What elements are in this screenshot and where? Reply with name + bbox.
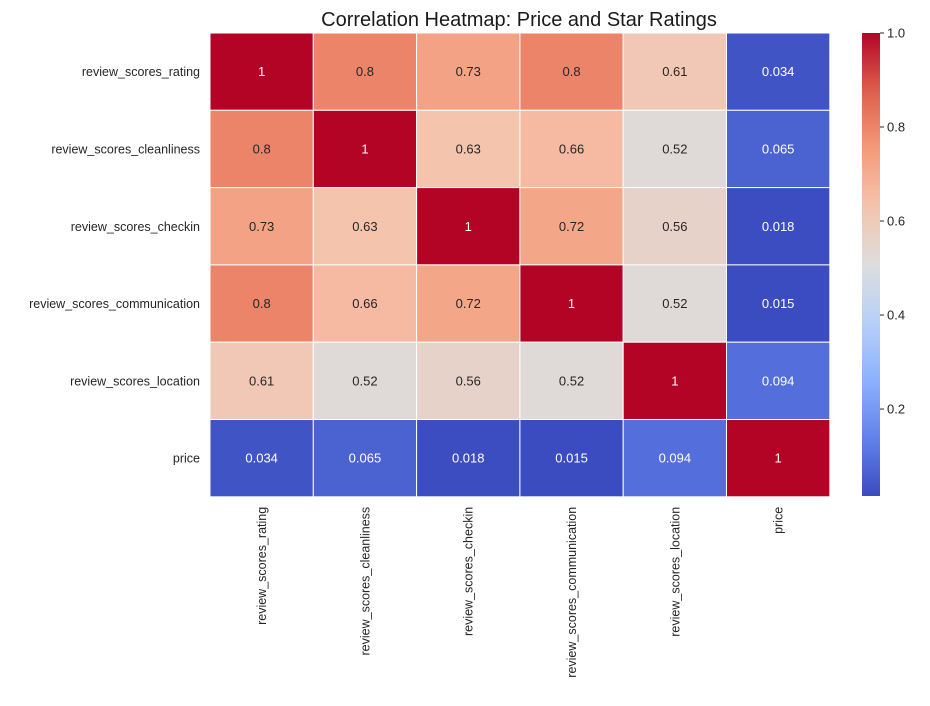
cell-value-label-3-5: 0.015: [762, 296, 795, 311]
heatmap-cell-2-4: [622, 187, 728, 266]
heatmap-cell-0-0: [209, 32, 314, 111]
heatmap-cell-2-3: [519, 187, 624, 266]
heatmap-cell-1-3: [519, 109, 624, 189]
cell-value-label-2-3: 0.72: [559, 219, 584, 234]
heatmap-cell-3-2: [416, 264, 521, 343]
heatmap-cell-1-5: [726, 109, 831, 189]
heatmap-cell-3-0: [209, 264, 314, 343]
heatmap-cell-4-5: [726, 341, 831, 421]
cell-value-label-0-2: 0.73: [456, 64, 481, 79]
row-tick-label-5: price: [173, 452, 200, 466]
heatmap-cell-3-3: [519, 264, 624, 343]
cell-value-label-3-4: 0.52: [662, 296, 687, 311]
cell-value-label-5-3: 0.015: [555, 451, 588, 466]
cell-value-label-5-5: 1: [775, 451, 782, 466]
cell-value-label-2-5: 0.018: [762, 219, 795, 234]
cell-value-label-5-1: 0.065: [349, 451, 382, 466]
cell-value-label-5-4: 0.094: [659, 451, 692, 466]
cell-value-label-0-4: 0.61: [662, 64, 687, 79]
cell-value-label-3-2: 0.72: [456, 296, 481, 311]
cell-value-label-0-5: 0.034: [762, 64, 795, 79]
heatmap-cell-0-2: [416, 32, 521, 111]
cell-value-label-5-0: 0.034: [245, 451, 278, 466]
colorbar-tick-label-2: 0.6: [887, 214, 905, 229]
row-tick-label-2: review_scores_checkin: [71, 220, 200, 234]
heatmap-cell-5-4: [622, 419, 728, 498]
heatmap-cell-0-3: [519, 32, 624, 111]
heatmap-cell-5-5: [726, 419, 831, 498]
cell-value-label-1-0: 0.8: [253, 141, 271, 156]
column-tick-label-4: review_scores_location: [668, 507, 682, 637]
cell-value-label-4-4: 1: [671, 373, 678, 388]
cell-value-label-2-1: 0.63: [352, 219, 377, 234]
heatmap-cell-4-0: [209, 341, 314, 421]
cell-value-label-3-1: 0.66: [352, 296, 377, 311]
column-tick-label-0: review_scores_rating: [255, 507, 269, 625]
colorbar-tick-label-4: 1.0: [887, 26, 905, 41]
row-tick-labels: review_scores_rating review_scores_cleanl…: [29, 65, 200, 466]
cell-value-label-1-1: 1: [361, 141, 368, 156]
heatmap-cell-5-0: [209, 419, 314, 498]
colorbar-tick-label-1: 0.4: [887, 308, 905, 323]
heatmap-cells: 1 0.8 0.73 0.8 0.61 0.034 0.8 1 0.63 0.66 0.52 0.06…: [209, 32, 831, 498]
heatmap-cell-0-4: [622, 32, 728, 111]
heatmap-cell-4-4: [622, 341, 728, 421]
heatmap-cell-3-5: [726, 264, 831, 343]
heatmap-cell-0-5: [726, 32, 831, 111]
cell-value-label-2-4: 0.56: [662, 219, 687, 234]
heatmap-cell-2-0: [209, 187, 314, 266]
cell-value-label-4-2: 0.56: [456, 373, 481, 388]
chart-title: Correlation Heatmap: Price and Star Rati…: [321, 9, 717, 31]
colorbar: 0.2 0.4 0.6 0.8 1.0: [862, 26, 905, 496]
heatmap-cell-5-3: [519, 419, 624, 498]
column-tick-labels: review_scores_rating review_scores_cleanl…: [255, 507, 786, 678]
cell-value-label-4-0: 0.61: [249, 373, 274, 388]
heatmap-cell-2-1: [312, 187, 418, 266]
cell-value-label-0-3: 0.8: [563, 64, 581, 79]
heatmap-cell-4-2: [416, 341, 521, 421]
cell-value-label-4-1: 0.52: [352, 373, 377, 388]
cell-value-label-3-0: 0.8: [253, 296, 271, 311]
cell-value-label-1-2: 0.63: [456, 141, 481, 156]
cell-value-label-4-5: 0.094: [762, 373, 795, 388]
cell-value-label-3-3: 1: [568, 296, 575, 311]
column-tick-label-1: review_scores_cleanliness: [358, 507, 372, 656]
row-tick-label-4: review_scores_location: [70, 374, 200, 388]
heatmap-cell-4-3: [519, 341, 624, 421]
cell-value-label-5-2: 0.018: [452, 451, 485, 466]
column-tick-label-3: review_scores_communication: [565, 507, 579, 678]
row-tick-label-3: review_scores_communication: [29, 297, 200, 311]
cell-value-label-0-0: 1: [258, 64, 265, 79]
cell-value-label-2-0: 0.73: [249, 219, 274, 234]
heatmap-cell-3-1: [312, 264, 418, 343]
heatmap-cell-2-5: [726, 187, 831, 266]
row-tick-label-0: review_scores_rating: [82, 65, 200, 79]
column-tick-label-2: review_scores_checkin: [462, 507, 476, 636]
cell-value-label-2-2: 1: [465, 219, 472, 234]
colorbar-tick-label-0: 0.2: [887, 402, 905, 417]
heatmap-cell-3-4: [622, 264, 728, 343]
row-tick-label-1: review_scores_cleanliness: [51, 142, 200, 156]
cell-value-label-4-3: 0.52: [559, 373, 584, 388]
heatmap-cell-1-1: [312, 109, 418, 189]
heatmap-cell-2-2: [416, 187, 521, 266]
cell-value-label-1-3: 0.66: [559, 141, 584, 156]
heatmap-cell-0-1: [312, 32, 418, 111]
cell-value-label-1-5: 0.065: [762, 141, 795, 156]
cell-value-label-1-4: 0.52: [662, 141, 687, 156]
cell-value-label-0-1: 0.8: [356, 64, 374, 79]
colorbar-tick-label-3: 0.8: [887, 120, 905, 135]
column-tick-label-5: price: [772, 507, 786, 534]
colorbar-gradient: [862, 33, 880, 496]
